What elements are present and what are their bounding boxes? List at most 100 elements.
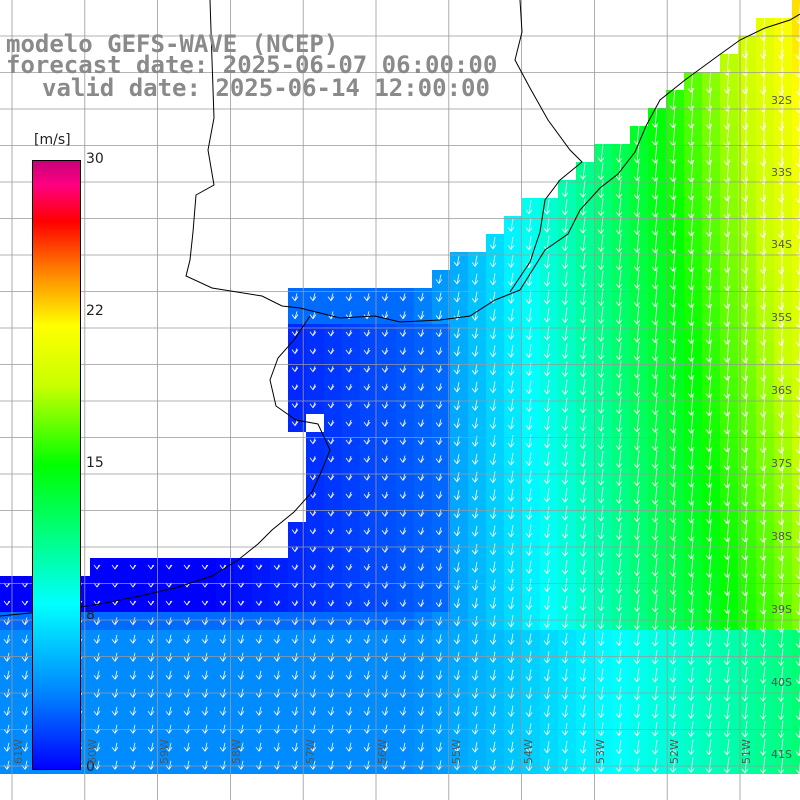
wind-arrow bbox=[633, 161, 641, 182]
wind-arrow bbox=[291, 420, 299, 427]
wind-arrow bbox=[543, 199, 551, 215]
wind-cell bbox=[792, 0, 800, 18]
wind-arrow bbox=[687, 593, 695, 614]
wind-arrow bbox=[615, 758, 623, 773]
wind-arrow bbox=[201, 670, 209, 680]
wind-cell bbox=[126, 702, 144, 720]
wind-cell bbox=[450, 522, 468, 540]
wind-arrow bbox=[219, 706, 227, 716]
wind-arrow bbox=[543, 633, 551, 646]
wind-cell bbox=[612, 324, 630, 342]
wind-cell bbox=[126, 630, 144, 648]
wind-cell bbox=[702, 144, 720, 162]
wind-arrow bbox=[399, 293, 407, 302]
wind-arrow bbox=[651, 632, 659, 647]
wind-arrow bbox=[795, 544, 800, 562]
wind-cell bbox=[738, 162, 756, 180]
wind-arrow bbox=[723, 556, 731, 579]
wind-arrow bbox=[705, 484, 713, 506]
wind-cell bbox=[216, 648, 234, 666]
wind-cell bbox=[630, 216, 648, 234]
wind-cell bbox=[486, 396, 504, 414]
wind-cell bbox=[288, 666, 306, 684]
wind-cell bbox=[414, 450, 432, 468]
wind-arrow bbox=[669, 703, 677, 719]
wind-arrow bbox=[309, 438, 317, 445]
wind-arrow bbox=[507, 507, 515, 520]
wind-cell bbox=[486, 576, 504, 594]
wind-cell bbox=[378, 756, 396, 774]
wind-cell bbox=[396, 288, 414, 306]
wind-arrow bbox=[723, 739, 731, 756]
wind-arrow bbox=[525, 614, 533, 628]
wind-arrow bbox=[543, 344, 551, 359]
wind-arrow bbox=[327, 348, 335, 355]
wind-arrow bbox=[687, 430, 695, 452]
wind-arrow bbox=[633, 396, 641, 415]
wind-cell bbox=[684, 198, 702, 216]
wind-cell bbox=[774, 180, 792, 198]
wind-cell bbox=[522, 270, 540, 288]
wind-arrow bbox=[93, 760, 101, 770]
wind-cell bbox=[630, 630, 648, 648]
wind-arrow bbox=[21, 706, 29, 716]
wind-arrow bbox=[597, 432, 605, 450]
wind-arrow bbox=[21, 742, 29, 752]
wind-cell bbox=[756, 342, 774, 360]
wind-arrow bbox=[579, 559, 587, 575]
wind-cell bbox=[594, 756, 612, 774]
wind-arrow bbox=[561, 559, 569, 575]
wind-cell bbox=[432, 414, 450, 432]
wind-cell bbox=[792, 72, 800, 90]
wind-cell bbox=[720, 108, 738, 126]
wind-cell bbox=[774, 54, 792, 72]
wind-arrow bbox=[435, 724, 443, 735]
wind-cell bbox=[90, 738, 108, 756]
wind-arrow bbox=[219, 742, 227, 752]
wind-arrow bbox=[471, 525, 479, 537]
wind-arrow bbox=[561, 289, 569, 306]
wind-cell bbox=[684, 216, 702, 234]
wind-cell bbox=[648, 486, 666, 504]
wind-cell bbox=[378, 738, 396, 756]
wind-cell bbox=[414, 738, 432, 756]
wind-arrow bbox=[777, 193, 785, 221]
wind-cell bbox=[666, 594, 684, 612]
wind-cell bbox=[252, 756, 270, 774]
wind-cell bbox=[306, 288, 324, 306]
wind-arrow bbox=[489, 651, 497, 663]
wind-cell bbox=[612, 234, 630, 252]
wind-cell bbox=[720, 414, 738, 432]
wind-arrow bbox=[579, 397, 587, 414]
wind-cell bbox=[270, 630, 288, 648]
wind-arrow bbox=[795, 635, 800, 649]
wind-cell bbox=[684, 90, 702, 108]
wind-cell bbox=[504, 630, 522, 648]
wind-cell bbox=[486, 504, 504, 522]
wind-arrow bbox=[579, 361, 587, 378]
colorbar-tick-8: 8 bbox=[86, 607, 95, 623]
wind-cell bbox=[432, 270, 450, 288]
wind-cell bbox=[432, 648, 450, 666]
wind-cell bbox=[702, 234, 720, 252]
wind-arrow bbox=[381, 652, 389, 662]
wind-arrow bbox=[615, 612, 623, 630]
wind-arrow bbox=[327, 384, 335, 391]
wind-cell bbox=[450, 540, 468, 558]
wind-arrow bbox=[291, 564, 299, 571]
wind-arrow bbox=[687, 703, 695, 719]
wind-arrow bbox=[795, 21, 800, 43]
wind-arrow bbox=[381, 419, 389, 427]
wind-cell bbox=[432, 486, 450, 504]
wind-arrow bbox=[651, 233, 659, 254]
wind-cell bbox=[792, 540, 800, 558]
wind-cell bbox=[360, 648, 378, 666]
wind-arrow bbox=[669, 667, 677, 683]
wind-arrow bbox=[633, 576, 641, 595]
wind-cell bbox=[630, 144, 648, 162]
wind-cell bbox=[774, 540, 792, 558]
wind-cell bbox=[648, 216, 666, 234]
wind-arrow bbox=[777, 175, 785, 203]
wind-cell bbox=[774, 306, 792, 324]
wind-cell bbox=[684, 396, 702, 414]
